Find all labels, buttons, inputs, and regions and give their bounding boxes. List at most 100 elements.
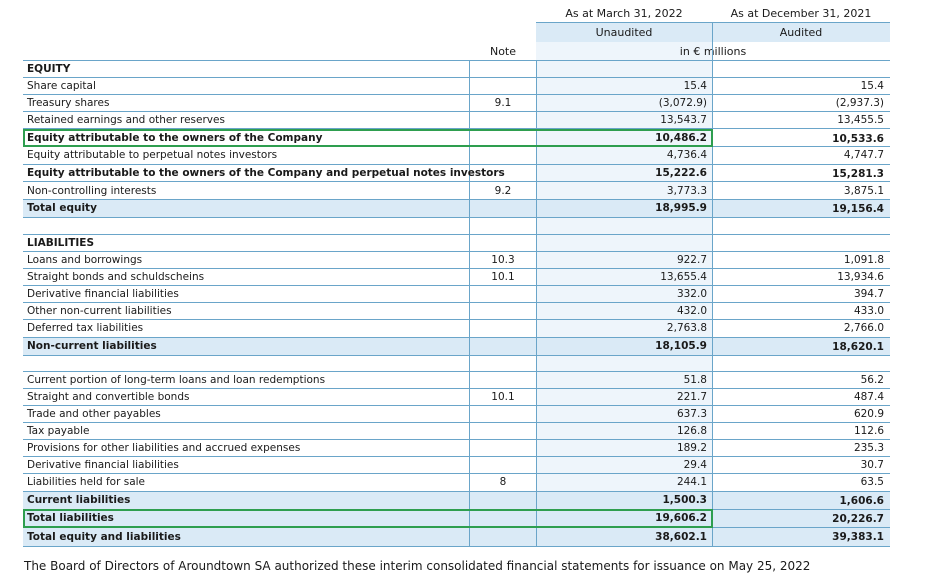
row-value-2022: 221.7 [676, 391, 707, 403]
rule [23, 405, 890, 406]
row-label: Retained earnings and other reserves [27, 114, 225, 126]
row-label: Derivative financial liabilities [27, 288, 179, 300]
rule [23, 355, 890, 356]
row-value-2022: 10,486.2 [655, 132, 707, 144]
rule [23, 181, 890, 182]
row-value-2021: 20,226.7 [832, 513, 884, 525]
row-label: Equity attributable to perpetual notes i… [27, 149, 278, 161]
unit-label: in € millions [679, 45, 747, 58]
rule [23, 456, 890, 457]
section-liabilities: LIABILITIES [27, 237, 95, 249]
row-value-2021: 13,934.6 [837, 271, 884, 283]
row-label: Total equity and liabilities [27, 531, 181, 543]
row-label: Liabilities held for sale [27, 476, 146, 488]
row-label: Total liabilities [27, 512, 114, 524]
row-label: Total equity [27, 202, 97, 214]
highlight-equity-owners [23, 129, 713, 147]
row-label: Deferred tax liabilities [27, 322, 144, 334]
row-label: Loans and borrowings [27, 254, 143, 266]
row-value-2022: 18,995.9 [655, 202, 707, 214]
rule [23, 268, 890, 269]
row-label: Derivative financial liabilities [27, 459, 179, 471]
col1-status: Unaudited [595, 26, 653, 39]
rule [23, 439, 890, 440]
row-value-2022: 3,773.3 [666, 185, 707, 197]
row-value-2021: 15.4 [860, 80, 884, 92]
highlight-total-liabilities [23, 509, 713, 528]
row-label: Current portion of long-term loans and l… [27, 374, 326, 386]
row-value-2022: 13,543.7 [660, 114, 707, 126]
rule [23, 251, 890, 252]
row-note: 10.3 [491, 254, 515, 266]
note-col-left-rule [469, 60, 470, 546]
row-value-2021: 18,620.1 [832, 341, 884, 353]
row-value-2021: (2,937.3) [835, 97, 884, 109]
row-value-2022: 38,602.1 [655, 531, 707, 543]
col1-left-rule [536, 60, 537, 546]
row-value-2022: 922.7 [676, 254, 707, 266]
row-value-2022: 332.0 [676, 288, 707, 300]
row-value-2021: 112.6 [853, 425, 884, 437]
col1-date-header: As at March 31, 2022 [565, 7, 683, 20]
rule [23, 217, 890, 218]
row-value-2022: 18,105.9 [655, 340, 707, 352]
row-value-2021: 1,606.6 [839, 495, 884, 507]
row-value-2021: 15,281.3 [832, 168, 884, 180]
section-equity: EQUITY [27, 63, 71, 75]
rule [23, 164, 890, 165]
rule [23, 285, 890, 286]
row-label: Equity attributable to the owners of the… [27, 132, 323, 144]
row-note: 9.1 [494, 97, 512, 109]
rule [23, 128, 890, 129]
row-label: Trade and other payables [27, 408, 161, 420]
row-label: Non-controlling interests [27, 185, 157, 197]
col2-status: Audited [779, 26, 823, 39]
col2-left-rule [712, 23, 713, 546]
row-note: 10.1 [491, 391, 515, 403]
row-label: Provisions for other liabilities and acc… [27, 442, 301, 454]
col1-status-shade [536, 23, 712, 42]
row-value-2021: 39,383.1 [832, 531, 884, 543]
row-value-2021: 1,091.8 [843, 254, 884, 266]
row-value-2021: 487.4 [853, 391, 884, 403]
rule [23, 94, 890, 95]
row-value-2022: 15,222.6 [655, 167, 707, 179]
row-value-2021: 10,533.6 [832, 133, 884, 145]
row-label: Current liabilities [27, 494, 131, 506]
rule [23, 234, 890, 235]
row-label: Straight bonds and schuldscheins [27, 271, 205, 283]
row-value-2021: 4,747.7 [843, 149, 884, 161]
row-value-2021: 56.2 [860, 374, 884, 386]
row-label: Non-current liabilities [27, 340, 157, 352]
rule [23, 422, 890, 423]
row-value-2021: 2,766.0 [843, 322, 884, 334]
rule [23, 319, 890, 320]
rule [23, 77, 890, 78]
row-value-2021: 30.7 [860, 459, 884, 471]
row-label: Tax payable [27, 425, 90, 437]
row-note: 10.1 [491, 271, 515, 283]
col2-date-header: As at December 31, 2021 [730, 7, 872, 20]
row-value-2021: 63.5 [860, 476, 884, 488]
row-value-2021: 19,156.4 [832, 203, 884, 215]
row-value-2022: 29.4 [683, 459, 707, 471]
rule [23, 371, 890, 372]
rule [23, 491, 890, 492]
total-liabilities-shade [23, 509, 890, 527]
total-equity-shade [23, 199, 890, 217]
rule [23, 388, 890, 389]
rule [23, 60, 890, 61]
row-value-2021: 433.0 [853, 305, 884, 317]
footer-note: The Board of Directors of Aroundtown SA … [24, 559, 811, 573]
current-total-shade [23, 491, 890, 509]
row-value-2022: 51.8 [683, 374, 707, 386]
row-label: Equity attributable to the owners of the… [27, 167, 505, 179]
row-label: Treasury shares [27, 97, 110, 109]
non-current-shade [23, 337, 890, 355]
row-value-2021: 13,455.5 [837, 114, 884, 126]
rule [23, 111, 890, 112]
total-eq-liab-shade [23, 527, 890, 546]
column-shade [536, 42, 712, 546]
row-value-2021: 3,875.1 [843, 185, 884, 197]
note-header: Note [489, 45, 517, 58]
